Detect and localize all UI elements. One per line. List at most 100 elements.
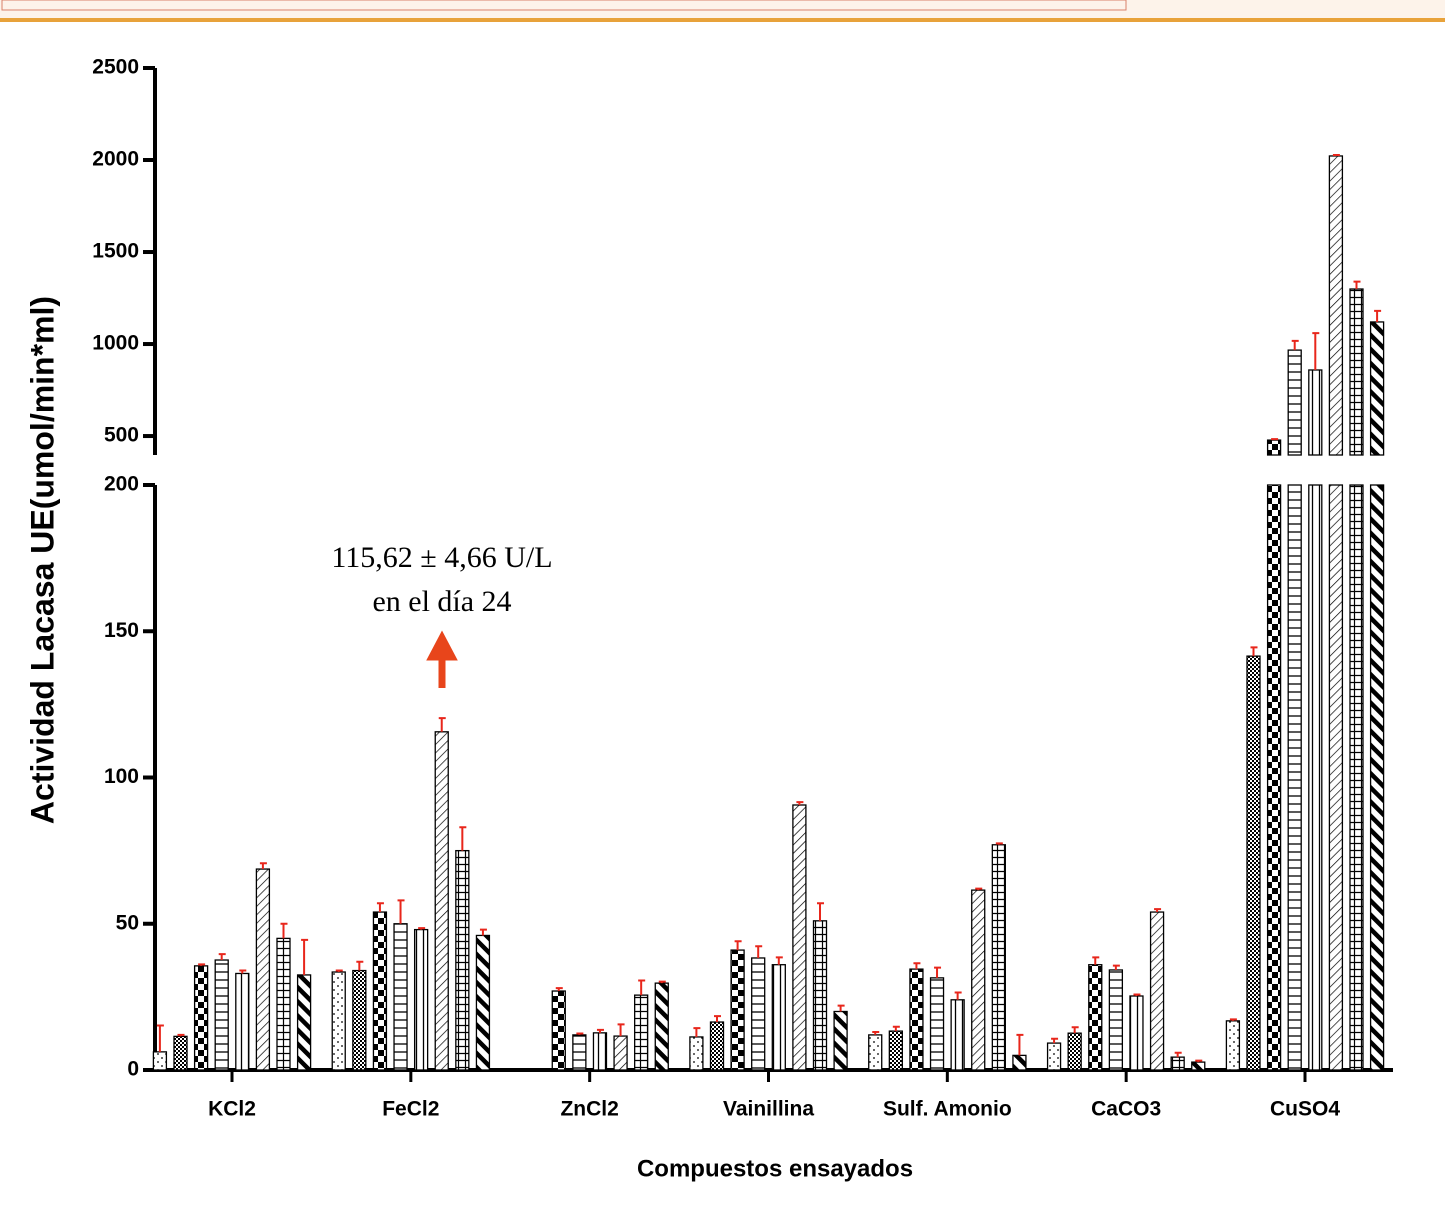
y-tick-label: 0 [127, 1058, 139, 1081]
error-bar [817, 903, 824, 921]
y-tick-label: 500 [104, 424, 139, 447]
bar [332, 972, 345, 1070]
x-tick-label: Sulf. Amonio [883, 1098, 1012, 1121]
error-bar [1175, 1053, 1182, 1057]
bar [195, 966, 208, 1070]
error-bar [1072, 1027, 1079, 1033]
bar [731, 950, 744, 1070]
error-bar [714, 1016, 721, 1022]
bar [1371, 485, 1384, 1070]
y-tick-label: 2500 [92, 56, 139, 79]
bar [1350, 289, 1363, 455]
bar [711, 1022, 724, 1070]
bar [1089, 965, 1102, 1070]
bar [1171, 1057, 1184, 1070]
bar [174, 1036, 187, 1070]
bar [1371, 322, 1384, 455]
bar [373, 912, 386, 1070]
header-stripe [0, 18, 1445, 22]
error-bar [398, 900, 405, 923]
bar [1048, 1043, 1061, 1070]
y-tick-label: 1000 [92, 332, 139, 355]
error-bar [776, 957, 783, 964]
y-tick-label: 100 [104, 765, 139, 788]
error-bar [1092, 957, 1099, 964]
y-tick-label: 1500 [92, 240, 139, 263]
error-bar [893, 1027, 900, 1031]
bar [394, 924, 407, 1070]
x-tick-label: Vainillina [723, 1098, 814, 1121]
bar [1247, 656, 1260, 1070]
error-bar [638, 980, 645, 995]
bar [256, 869, 269, 1070]
bar [1268, 440, 1281, 455]
y-tick-label: 150 [104, 619, 139, 642]
bar [690, 1037, 703, 1070]
bar [1068, 1033, 1081, 1070]
bar [1226, 1021, 1239, 1070]
error-bar [1374, 311, 1381, 322]
bar [752, 958, 765, 1070]
annotation: 115,62 ± 4,66 U/L [331, 541, 552, 574]
bar [655, 983, 668, 1070]
error-bar [1354, 282, 1361, 289]
y-tick-label: 50 [116, 911, 139, 934]
annotation: en el día 24 [372, 585, 511, 618]
x-tick-label: FeCl2 [382, 1098, 439, 1121]
x-tick-label: CuSO4 [1270, 1098, 1340, 1121]
bar [1130, 996, 1143, 1070]
error-bar [459, 827, 466, 850]
bar [1329, 156, 1342, 455]
error-bar [955, 992, 962, 999]
bar [573, 1035, 586, 1070]
bar [215, 960, 228, 1070]
x-tick-label: ZnCl2 [560, 1098, 618, 1121]
bar [1268, 485, 1281, 1070]
bar [476, 935, 489, 1070]
error-bar [1271, 439, 1278, 440]
error-bar [1016, 1035, 1023, 1055]
bar [236, 973, 249, 1070]
bar [353, 971, 366, 1070]
bar [889, 1031, 902, 1070]
bar [1288, 485, 1301, 1070]
x-tick-label: KCl2 [208, 1098, 256, 1121]
bar [1109, 970, 1122, 1070]
error-bar [618, 1024, 625, 1036]
error-bar [157, 1026, 164, 1052]
bar [1329, 485, 1342, 1070]
error-bar [1333, 155, 1340, 156]
bar [415, 930, 428, 1070]
x-tick-label: CaCO3 [1091, 1098, 1161, 1121]
bar [1288, 350, 1301, 455]
bar [992, 845, 1005, 1070]
bar [1192, 1062, 1205, 1070]
bar [277, 938, 290, 1070]
bar [435, 732, 448, 1070]
error-bar [219, 954, 226, 960]
error-bar [735, 941, 742, 950]
error-bar [1312, 333, 1319, 370]
error-bar [356, 962, 363, 971]
bar [456, 851, 469, 1070]
error-bar [260, 863, 267, 869]
annotation-arrow [432, 638, 452, 688]
bar [910, 969, 923, 1070]
bar [593, 1033, 606, 1070]
bar [552, 991, 565, 1070]
bar [1013, 1055, 1026, 1070]
error-bar [755, 946, 762, 958]
bar [153, 1052, 166, 1070]
error-bar [1051, 1039, 1058, 1043]
bar [972, 890, 985, 1070]
error-bar [1292, 341, 1299, 350]
bar [1309, 485, 1322, 1070]
bar [931, 978, 944, 1070]
y-tick-label: 200 [104, 473, 139, 496]
bar [869, 1035, 882, 1070]
bar [834, 1012, 847, 1071]
error-bar [281, 924, 288, 939]
chart: Actividad Lacasa UE(umol/min*ml) Compues… [0, 0, 1445, 1207]
bar [793, 805, 806, 1070]
